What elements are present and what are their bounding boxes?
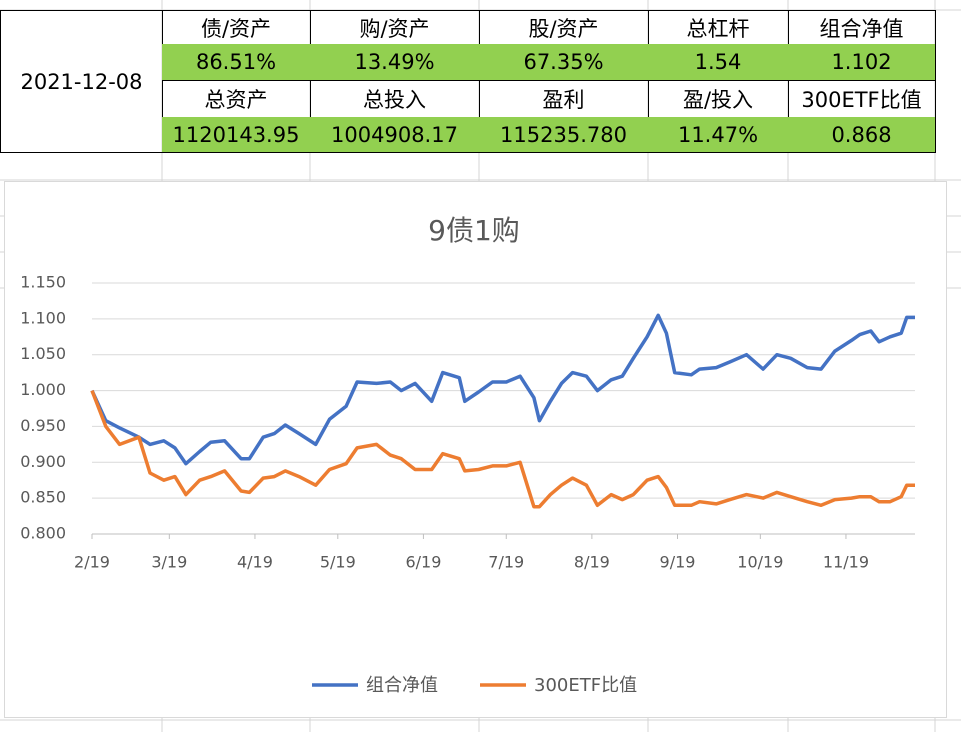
chart-frame — [4, 181, 947, 718]
label-cell: 300ETF比值 — [788, 80, 936, 118]
x-tick-label: 5/19 — [320, 553, 356, 572]
value-cell: 67.35% — [479, 44, 649, 81]
y-tick-label: 1.100 — [20, 308, 66, 327]
y-tick-label: 0.800 — [20, 524, 66, 543]
value-cell: 11.47% — [648, 117, 789, 153]
x-tick-label: 11/19 — [823, 553, 869, 572]
label-cell: 总杠杆 — [648, 10, 789, 45]
x-tick-label: 6/19 — [405, 553, 441, 572]
value-cell: 1004908.17 — [310, 117, 480, 153]
y-tick-label: 1.150 — [20, 273, 66, 292]
x-tick-label: 9/19 — [660, 553, 696, 572]
series-line — [90, 313, 915, 466]
chart: 9债1购 0.800 0.850 0.900 0.950 1.000 1.050 1.100… — [4, 181, 947, 718]
legend-label: 300ETF比值 — [534, 675, 637, 696]
series-line — [90, 389, 915, 509]
x-tick-label: 10/19 — [737, 553, 783, 572]
x-tick-label: 4/19 — [237, 553, 273, 572]
x-tick-label: 3/19 — [151, 553, 187, 572]
chart-title: 9债1购 — [428, 214, 520, 247]
y-tick-label: 1.050 — [20, 344, 66, 363]
value-cell: 1.54 — [648, 44, 789, 81]
x-tick-label: 7/19 — [488, 553, 524, 572]
value-cell: 1.102 — [788, 44, 936, 81]
x-tick-label: 2/19 — [74, 553, 110, 572]
label-cell: 总资产 — [162, 80, 311, 118]
label-cell: 总投入 — [310, 80, 480, 118]
y-tick-label: 1.000 — [20, 380, 66, 399]
value-cell: 13.49% — [310, 44, 480, 81]
value-cell: 0.868 — [788, 117, 936, 153]
x-tick-label: 8/19 — [574, 553, 610, 572]
date-cell: 2021-12-08 — [0, 10, 163, 153]
y-tick-label: 0.850 — [20, 488, 66, 507]
label-cell: 股/资产 — [479, 10, 649, 45]
value-cell: 115235.780 — [479, 117, 649, 153]
label-cell: 盈利 — [479, 80, 649, 118]
y-tick-label: 0.900 — [20, 452, 66, 471]
label-cell: 购/资产 — [310, 10, 480, 45]
value-cell: 86.51% — [162, 44, 311, 81]
legend-label: 组合净值 — [366, 675, 438, 696]
y-tick-label: 0.950 — [20, 416, 66, 435]
label-cell: 组合净值 — [788, 10, 936, 45]
label-cell: 盈/投入 — [648, 80, 789, 118]
label-cell: 债/资产 — [162, 10, 311, 45]
value-cell: 1120143.95 — [162, 117, 311, 153]
